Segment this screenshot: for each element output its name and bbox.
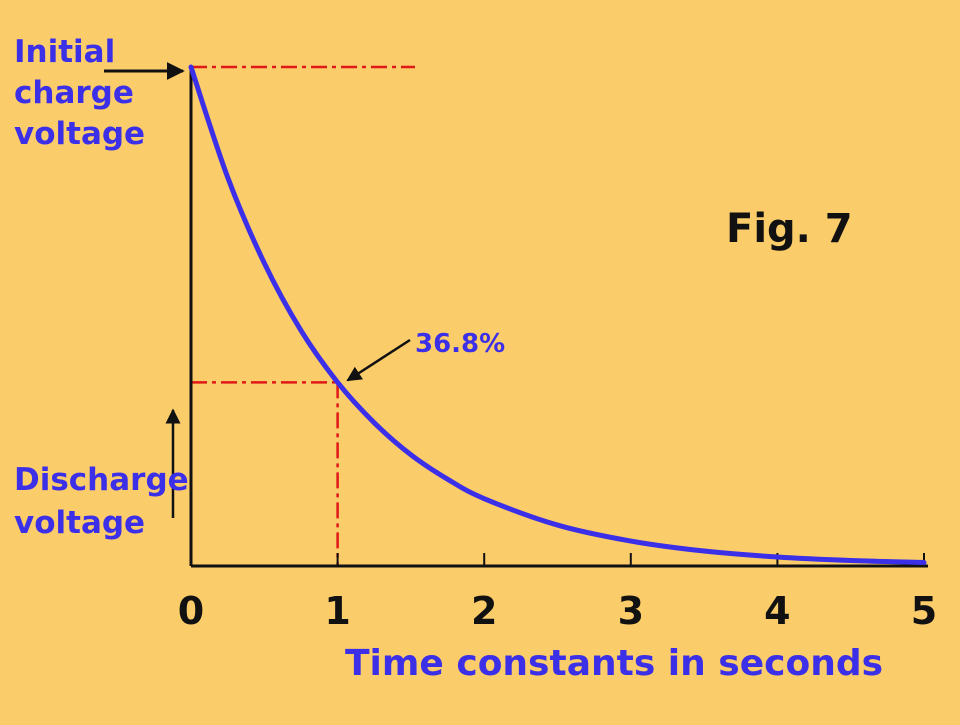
x-tick-labels: 0 1 2 3 4 5	[178, 589, 937, 633]
curve-point-6	[409, 453, 413, 457]
x-tick-label-4: 4	[764, 589, 790, 633]
x-tick-label-5: 5	[911, 589, 937, 633]
axes	[189, 67, 928, 568]
annotation-arrows	[104, 62, 411, 518]
curve-point-1	[226, 175, 230, 179]
chart-title: Fig. 7	[726, 206, 853, 252]
discharge-curve	[188, 64, 927, 566]
guide-lines	[191, 65, 415, 566]
percent-pointer-arrow	[346, 338, 411, 382]
curve-point-14	[922, 561, 926, 565]
x-tick-label-3: 3	[618, 589, 644, 633]
annotation-initial-line-2: charge	[14, 75, 134, 111]
curve-point-2	[262, 261, 266, 265]
curve-point-3	[299, 328, 303, 332]
annotation-initial-line-3: voltage	[14, 116, 145, 152]
y-axis-label-line-1: Discharge	[14, 462, 189, 498]
annotation-36-8-percent: 36.8%	[415, 329, 505, 359]
curve-point-7	[446, 477, 450, 481]
x-tick-label-0: 0	[178, 589, 204, 633]
annotation-initial-line-1: Initial	[14, 34, 115, 70]
curve-point-9	[556, 523, 559, 527]
curve-point-12	[775, 555, 779, 559]
curve-point-5	[372, 421, 376, 425]
x-tick-label-2: 2	[471, 589, 497, 633]
curve-point-10	[629, 539, 633, 543]
y-axis-label-line-2: voltage	[14, 505, 145, 541]
x-axis-label: Time constants in seconds	[345, 643, 883, 684]
curve-point-4	[336, 380, 340, 384]
curve-point-13	[849, 559, 853, 563]
curve-point-8	[482, 497, 486, 501]
curve-point-11	[702, 549, 706, 553]
curve-point-0	[189, 65, 193, 69]
curve-layer	[188, 64, 927, 566]
x-tick-label-1: 1	[324, 589, 350, 633]
